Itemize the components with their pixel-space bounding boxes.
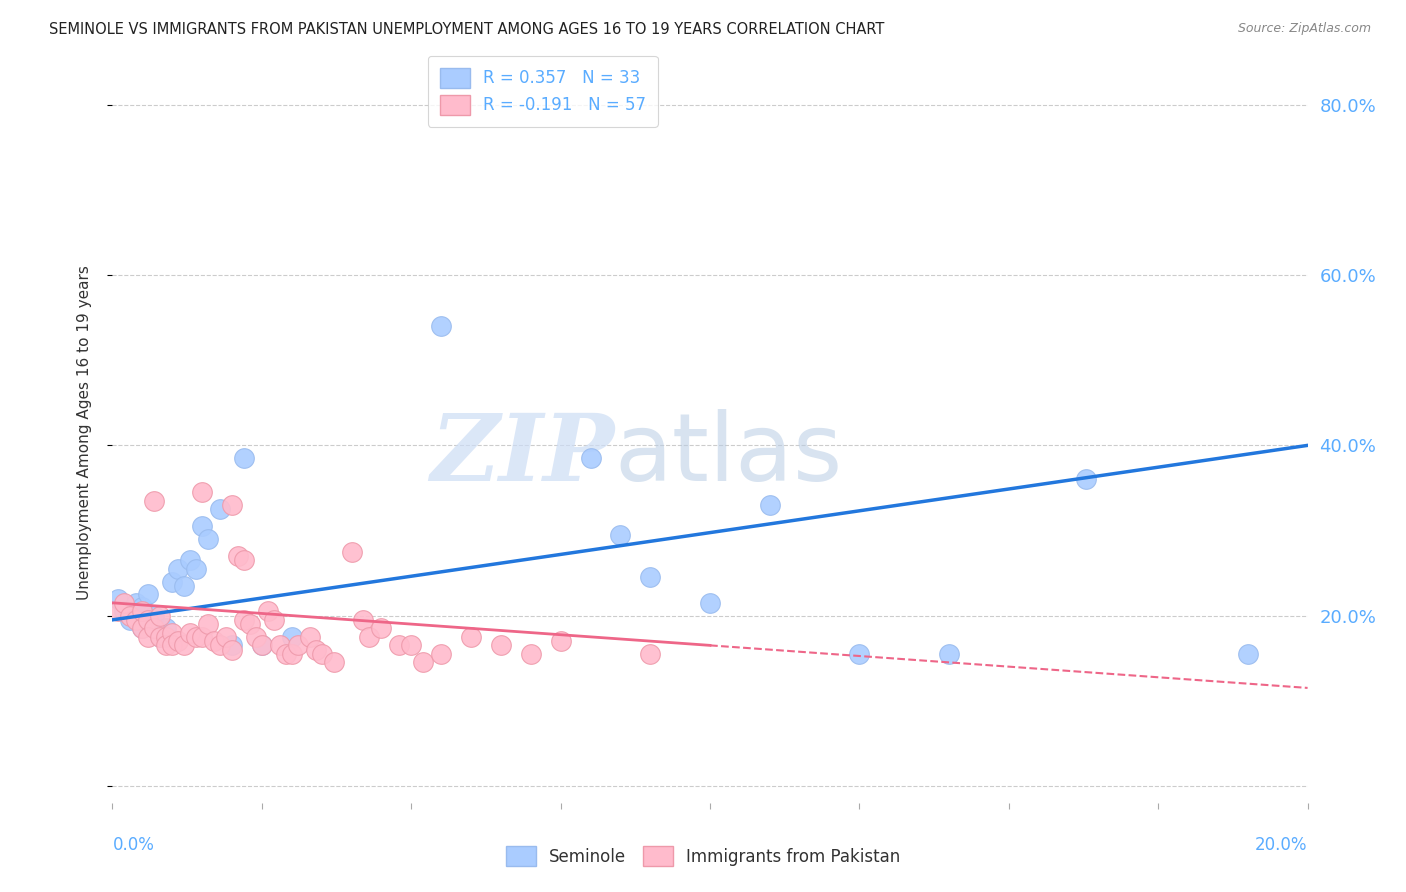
Y-axis label: Unemployment Among Ages 16 to 19 years: Unemployment Among Ages 16 to 19 years [77, 265, 91, 600]
Point [359, 630, 381, 644]
Point [640, 647, 662, 661]
Point [107, 591, 129, 606]
Point [239, 617, 262, 632]
Point [131, 621, 153, 635]
Text: 20.0%: 20.0% [1256, 836, 1308, 855]
Point [143, 608, 166, 623]
Point [125, 613, 148, 627]
Point [191, 630, 214, 644]
Point [281, 630, 304, 644]
Point [197, 532, 219, 546]
Point [579, 451, 602, 466]
Point [245, 630, 267, 644]
Legend: R = 0.357   N = 33, R = -0.191   N = 57: R = 0.357 N = 33, R = -0.191 N = 57 [427, 56, 658, 127]
Point [370, 621, 392, 635]
Point [250, 639, 273, 653]
Point [269, 639, 291, 653]
Point [388, 639, 411, 653]
Point [489, 639, 512, 653]
Point [131, 600, 153, 615]
Point [1076, 472, 1098, 486]
Point [114, 604, 135, 618]
Point [173, 639, 195, 653]
Point [938, 647, 960, 661]
Point [138, 613, 160, 627]
Point [848, 647, 870, 661]
Point [167, 562, 190, 576]
Point [340, 545, 363, 559]
Point [191, 519, 214, 533]
Point [759, 498, 782, 512]
Point [120, 613, 142, 627]
Text: Source: ZipAtlas.com: Source: ZipAtlas.com [1237, 22, 1371, 36]
Point [311, 647, 333, 661]
Point [138, 613, 160, 627]
Point [143, 493, 166, 508]
Point [155, 639, 177, 653]
Point [221, 642, 243, 657]
Point [353, 613, 375, 627]
Point [114, 596, 135, 610]
Point [233, 553, 256, 567]
Point [179, 625, 201, 640]
Point [699, 596, 721, 610]
Point [186, 562, 208, 576]
Point [401, 639, 423, 653]
Point [221, 498, 243, 512]
Point [186, 630, 208, 644]
Point [221, 639, 243, 653]
Point [162, 639, 183, 653]
Point [143, 621, 166, 635]
Point [609, 527, 631, 541]
Point [197, 617, 219, 632]
Legend: Seminole, Immigrants from Pakistan: Seminole, Immigrants from Pakistan [499, 839, 907, 873]
Point [322, 656, 344, 670]
Point [233, 451, 256, 466]
Point [640, 570, 662, 584]
Point [550, 634, 572, 648]
Point [179, 553, 201, 567]
Point [412, 656, 434, 670]
Point [155, 621, 177, 635]
Point [250, 639, 273, 653]
Point [209, 502, 232, 516]
Text: 0.0%: 0.0% [112, 836, 155, 855]
Point [226, 549, 249, 563]
Point [155, 630, 177, 644]
Text: atlas: atlas [614, 409, 842, 500]
Point [202, 634, 225, 648]
Point [107, 604, 129, 618]
Point [263, 613, 285, 627]
Point [131, 621, 153, 635]
Point [460, 630, 482, 644]
Point [520, 647, 543, 661]
Point [305, 642, 328, 657]
Point [191, 485, 214, 500]
Point [430, 647, 453, 661]
Point [1237, 647, 1260, 661]
Point [281, 647, 304, 661]
Point [173, 579, 195, 593]
Point [149, 630, 172, 644]
Point [138, 587, 160, 601]
Point [149, 608, 172, 623]
Point [233, 613, 256, 627]
Point [430, 319, 453, 334]
Point [162, 574, 183, 589]
Point [149, 630, 172, 644]
Text: SEMINOLE VS IMMIGRANTS FROM PAKISTAN UNEMPLOYMENT AMONG AGES 16 TO 19 YEARS CORR: SEMINOLE VS IMMIGRANTS FROM PAKISTAN UNE… [49, 22, 884, 37]
Point [167, 634, 190, 648]
Point [138, 630, 160, 644]
Point [209, 639, 232, 653]
Point [215, 630, 238, 644]
Point [274, 647, 297, 661]
Point [162, 625, 183, 640]
Point [257, 604, 280, 618]
Text: ZIP: ZIP [430, 409, 614, 500]
Point [287, 639, 309, 653]
Point [120, 608, 142, 623]
Point [298, 630, 321, 644]
Point [131, 604, 153, 618]
Point [125, 596, 148, 610]
